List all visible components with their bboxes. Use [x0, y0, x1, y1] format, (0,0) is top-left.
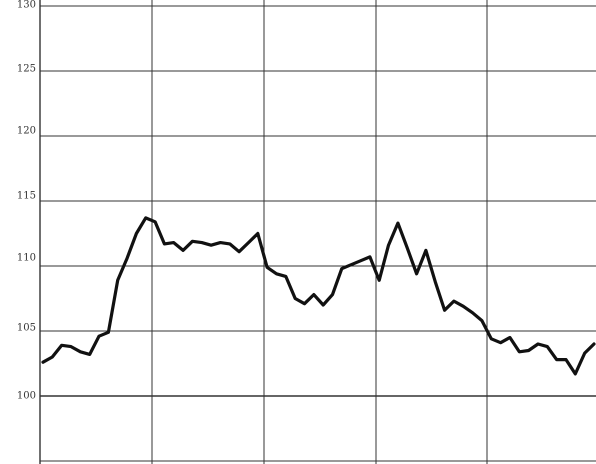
y-tick-label-125: 125	[17, 64, 36, 75]
y-axis-ticks: 130 125 120 115 110 105 100	[17, 0, 36, 402]
y-tick-label-110: 110	[17, 253, 36, 264]
y-tick-label-100: 100	[17, 391, 36, 402]
y-tick-label-105: 105	[17, 323, 36, 334]
y-tick-label-130: 130	[17, 0, 36, 11]
chart-grid	[39, 0, 596, 464]
series-line	[41, 216, 596, 376]
y-tick-label-115: 115	[17, 191, 36, 202]
y-tick-label-120: 120	[17, 126, 36, 137]
